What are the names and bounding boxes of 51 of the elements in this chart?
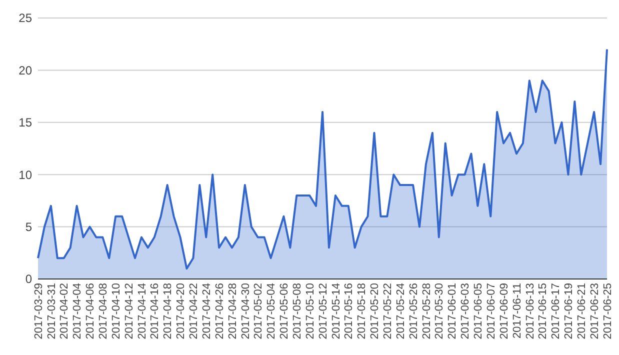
x-tick-label: 2017-05-26 [408, 283, 420, 340]
x-tick-label: 2017-05-30 [434, 283, 446, 340]
x-tick-label: 2017-04-22 [188, 283, 200, 340]
x-tick-label: 2017-04-28 [226, 283, 239, 340]
x-tick-label: 2017-04-26 [214, 283, 226, 340]
x-tick-label: 2017-05-12 [317, 283, 330, 340]
y-tick-label: 10 [18, 168, 32, 182]
x-tick-label: 2017-04-18 [162, 283, 174, 340]
x-tick-label: 2017-05-28 [420, 283, 433, 340]
x-tick-label: 2017-05-08 [291, 283, 304, 340]
x-tick-label: 2017-04-08 [98, 283, 110, 340]
x-tick-label: 2017-05-06 [278, 283, 291, 340]
x-tick-label: 2017-05-04 [266, 283, 278, 340]
x-tick-label: 2017-04-06 [84, 283, 97, 340]
x-tick-label: 2017-04-24 [200, 283, 213, 340]
x-tick-label: 2017-06-03 [460, 283, 472, 340]
x-tick-label: 2017-06-09 [498, 283, 510, 340]
x-tick-label: 2017-06-13 [524, 283, 536, 340]
x-tick-label: 2017-04-16 [149, 283, 162, 340]
y-tick-label: 25 [18, 11, 32, 26]
x-tick-label: 2017-05-20 [369, 283, 382, 340]
x-tick-label: 2017-06-17 [550, 283, 562, 340]
x-tick-label: 2017-04-02 [58, 283, 71, 340]
y-tick-label: 5 [25, 220, 32, 234]
x-tick-label: 2017-06-11 [511, 283, 524, 338]
x-tick-label: 2017-06-23 [588, 283, 601, 340]
x-tick-label: 2017-04-30 [240, 283, 252, 340]
x-tick-label: 2017-06-15 [537, 283, 550, 340]
x-tick-label: 2017-05-22 [382, 283, 394, 340]
x-tick-label: 2017-06-01 [446, 283, 459, 340]
x-tick-label: 2017-06-05 [472, 283, 485, 340]
x-tick-label: 2017-06-21 [576, 283, 588, 340]
x-tick-label: 2017-04-20 [175, 283, 188, 340]
x-tick-label: 2017-04-04 [72, 283, 84, 340]
x-tick-label: 2017-06-19 [563, 283, 576, 340]
x-tick-label: 2017-04-14 [136, 283, 148, 340]
x-tick-label: 2017-03-31 [46, 283, 58, 340]
x-tick-label: 2017-04-12 [123, 283, 136, 340]
y-tick-label: 0 [25, 272, 32, 286]
y-tick-label: 20 [18, 63, 32, 78]
x-tick-label: 2017-06-07 [485, 283, 498, 340]
x-tick-label: 2017-05-02 [252, 283, 265, 340]
x-tick-label: 2017-04-10 [110, 283, 122, 340]
x-tick-label: 2017-06-25 [602, 283, 614, 340]
x-tick-label: 2017-05-24 [394, 283, 407, 340]
y-tick-label: 15 [18, 116, 32, 130]
x-tick-label: 2017-05-18 [356, 283, 368, 340]
x-tick-label: 2017-03-29 [32, 283, 45, 340]
x-tick-label: 2017-05-14 [330, 283, 342, 340]
x-tick-label: 2017-05-10 [304, 283, 316, 340]
x-tick-label: 2017-05-16 [343, 283, 356, 340]
